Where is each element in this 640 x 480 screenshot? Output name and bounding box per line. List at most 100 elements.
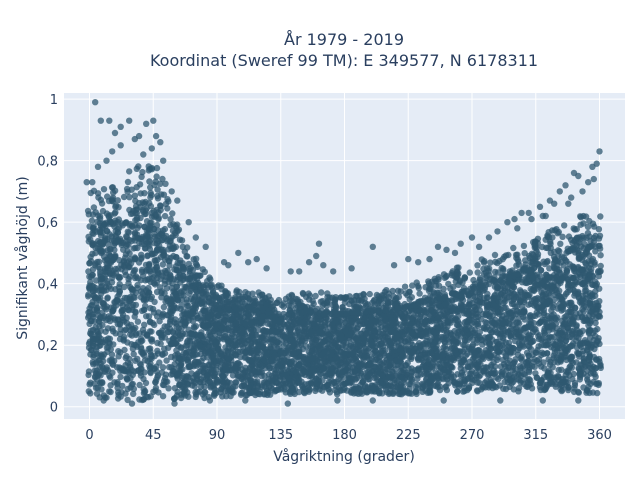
scatter-point xyxy=(348,388,355,395)
scatter-point xyxy=(517,365,524,372)
scatter-point xyxy=(101,304,109,311)
scatter-point xyxy=(131,294,138,301)
scatter-point xyxy=(567,274,574,281)
scatter-point xyxy=(579,327,586,334)
scatter-point xyxy=(573,359,580,366)
scatter-point xyxy=(107,246,114,253)
scatter-point xyxy=(469,346,477,353)
scatter-point xyxy=(158,369,166,376)
scatter-point xyxy=(571,281,578,288)
scatter-point xyxy=(97,248,104,255)
scatter-point xyxy=(215,345,222,352)
scatter-point xyxy=(277,373,285,380)
scatter-point xyxy=(352,376,359,383)
scatter-point xyxy=(183,348,190,356)
scatter-point xyxy=(156,318,163,325)
scatter-point xyxy=(491,305,498,313)
scatter-point xyxy=(375,357,382,364)
scatter-point xyxy=(234,373,241,380)
scatter-point xyxy=(558,376,566,383)
scatter-point xyxy=(320,338,327,346)
scatter-point xyxy=(310,366,317,373)
scatter-point xyxy=(578,314,586,321)
scatter-point xyxy=(566,302,573,309)
scatter-point xyxy=(519,276,526,283)
scatter-point xyxy=(261,336,268,344)
scatter-point xyxy=(137,335,145,343)
scatter-point xyxy=(142,379,150,387)
scatter-point xyxy=(435,374,442,382)
scatter-point xyxy=(510,295,518,303)
scatter-point xyxy=(497,333,504,341)
scatter-point xyxy=(441,361,448,369)
scatter-point xyxy=(303,334,310,342)
scatter-point xyxy=(557,358,564,365)
scatter-point xyxy=(580,308,587,315)
scatter-point xyxy=(253,348,261,356)
scatter-point xyxy=(597,362,604,370)
scatter-point xyxy=(476,379,483,387)
scatter-point xyxy=(174,297,182,304)
scatter-point xyxy=(575,389,582,396)
scatter-point xyxy=(97,342,104,349)
scatter-point xyxy=(531,355,538,363)
scatter-point xyxy=(388,368,395,375)
scatter-point xyxy=(581,303,588,310)
scatter-point xyxy=(424,323,431,331)
scatter-point xyxy=(571,287,578,295)
scatter-point xyxy=(313,376,320,383)
scatter-point xyxy=(114,316,122,323)
scatter-point xyxy=(521,307,528,314)
scatter-point xyxy=(595,312,602,319)
scatter-point xyxy=(237,391,245,398)
scatter-point xyxy=(236,314,243,321)
scatter-point xyxy=(385,382,392,389)
scatter-point xyxy=(264,328,271,335)
scatter-point xyxy=(378,381,386,389)
scatter-point xyxy=(583,387,591,394)
scatter-point xyxy=(301,371,308,379)
scatter-point xyxy=(137,365,144,373)
scatter-point xyxy=(113,296,120,304)
scatter-point xyxy=(201,389,208,396)
scatter-point xyxy=(550,311,557,318)
scatter-point xyxy=(161,350,169,357)
scatter-point xyxy=(490,359,497,366)
scatter-point xyxy=(85,371,92,379)
scatter-point xyxy=(170,335,177,342)
scatter-point xyxy=(592,248,599,255)
scatter-point xyxy=(112,238,120,245)
scatter-point xyxy=(153,263,161,271)
scatter-point xyxy=(106,372,113,379)
scatter-point xyxy=(540,311,548,318)
scatter-point xyxy=(597,252,604,259)
scatter-point xyxy=(224,388,232,395)
scatter-point xyxy=(210,391,218,398)
scatter-point xyxy=(140,389,148,397)
scatter-point xyxy=(101,257,109,264)
scatter-point xyxy=(88,273,95,281)
scatter-point xyxy=(247,389,254,396)
scatter-point xyxy=(379,334,386,341)
scatter-point xyxy=(469,336,476,343)
scatter-point xyxy=(400,389,407,396)
scatter-point xyxy=(593,280,601,288)
scatter-point xyxy=(570,319,577,326)
scatter-point xyxy=(173,323,180,330)
scatter-point xyxy=(340,386,347,394)
scatter-point xyxy=(94,237,102,245)
scatter-point xyxy=(127,284,134,291)
scatter-point xyxy=(246,346,253,353)
scatter-point xyxy=(314,358,321,366)
scatter-point xyxy=(156,284,164,291)
scatter-point xyxy=(147,348,154,355)
scatter-point xyxy=(591,261,598,268)
scatter-point xyxy=(421,308,428,315)
scatter-point xyxy=(165,385,172,392)
scatter-point xyxy=(552,320,560,327)
scatter-point xyxy=(597,262,604,270)
scatter-point xyxy=(561,346,569,353)
scatter-point xyxy=(558,366,565,373)
scatter-point xyxy=(145,284,152,292)
scatter-point xyxy=(107,346,115,353)
